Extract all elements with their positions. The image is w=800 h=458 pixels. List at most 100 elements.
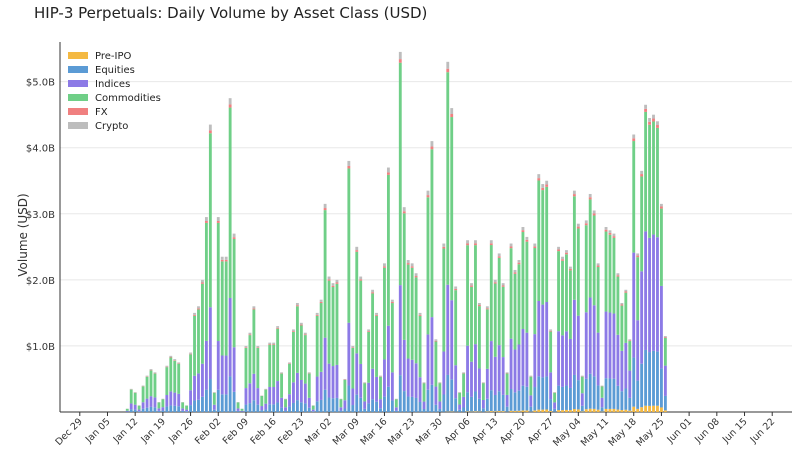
bar-segment-fx: [367, 331, 371, 332]
bar-segment-commodities: [371, 293, 375, 369]
bar-segment-indices: [596, 332, 600, 386]
bar-segment-indices: [628, 370, 632, 398]
legend-swatch: [68, 52, 88, 59]
bar-segment-commodities: [379, 376, 382, 400]
bar-segment-equities: [652, 350, 655, 406]
bar-segment-pre-ipo: [509, 410, 513, 412]
bar-segment-fx: [292, 331, 295, 332]
bar-segment-pre-ipo: [648, 405, 651, 412]
bar-segment-crypto: [485, 306, 489, 309]
bar-segment-crypto: [193, 312, 196, 315]
bar-segment-commodities: [153, 373, 157, 398]
bar-segment-commodities: [612, 237, 616, 314]
bar-segment-commodities: [497, 257, 501, 346]
bar-segment-fx: [517, 262, 521, 265]
bar-segment-pre-ipo: [533, 410, 537, 412]
bar-segment-fx: [485, 308, 489, 310]
bar-segment-crypto: [149, 369, 153, 370]
bar-segment-commodities: [311, 405, 315, 410]
bar-segment-commodities: [648, 124, 651, 238]
x-tick-label: Jan 12: [111, 416, 141, 446]
bar-segment-crypto: [454, 286, 458, 289]
bar-segment-commodities: [197, 309, 200, 374]
bar-segment-indices: [537, 301, 541, 377]
bar-segment-equities: [592, 376, 596, 409]
bar-segment-crypto: [533, 243, 537, 247]
bar-segment-fx: [656, 125, 659, 128]
bar-segment-indices: [165, 395, 169, 407]
legend-label: FX: [95, 107, 108, 118]
bar-segment-equities: [624, 388, 628, 410]
bar-segment-commodities: [367, 331, 371, 383]
bar-segment-crypto: [612, 233, 616, 237]
bar-segment-indices: [624, 342, 628, 389]
bar-segment-commodities: [501, 286, 505, 358]
bar-segment-equities: [620, 391, 624, 411]
bar-segment-fx: [359, 279, 363, 281]
bar-segment-equities: [319, 399, 323, 412]
legend-swatch: [68, 122, 88, 129]
bar-segment-fx: [216, 220, 220, 223]
bar-segment-indices: [398, 285, 402, 376]
bar-segment-commodities: [414, 277, 418, 364]
bar-segment-equities: [311, 411, 315, 412]
bar-segment-equities: [189, 405, 192, 412]
bar-segment-crypto: [216, 217, 220, 221]
bar-segment-equities: [149, 406, 153, 412]
x-tick-label: May 04: [551, 416, 583, 448]
bar-segment-fx: [592, 213, 596, 216]
bar-segment-commodities: [541, 190, 545, 305]
bar-segment-indices: [284, 407, 287, 411]
bar-segment-indices: [189, 390, 192, 406]
bar-segment-equities: [418, 401, 422, 412]
bar-segment-indices: [414, 363, 418, 398]
x-tick-label: Mar 09: [331, 416, 362, 447]
bar-segment-equities: [470, 396, 473, 412]
bar-segment-fx: [323, 208, 327, 211]
bar-segment-equities: [561, 386, 564, 411]
bar-segment-pre-ipo: [501, 411, 505, 412]
bar-segment-commodities: [335, 283, 339, 365]
bar-segment-fx: [470, 285, 473, 287]
bar-segment-equities: [545, 376, 549, 410]
bar-segment-indices: [331, 366, 335, 399]
bar-segment-equities: [572, 374, 576, 410]
bar-segment-indices: [379, 399, 382, 409]
bar-segment-fx: [224, 259, 228, 262]
bar-segment-fx: [616, 275, 620, 277]
bar-segment-fx: [663, 336, 667, 338]
bar-segment-commodities: [394, 399, 398, 408]
bar-segment-pre-ipo: [485, 411, 489, 412]
bar-segment-crypto: [557, 246, 560, 250]
bar-segment-indices: [149, 396, 153, 407]
bar-segment-pre-ipo: [545, 409, 549, 412]
bar-segment-crypto: [295, 302, 299, 306]
bar-segment-fx: [652, 118, 655, 122]
bar-segment-equities: [434, 404, 438, 412]
bar-segment-commodities: [442, 248, 446, 352]
bar-segment-indices: [521, 328, 525, 386]
bar-segment-commodities: [141, 386, 145, 403]
bar-segment-crypto: [141, 385, 145, 387]
bar-segment-fx: [576, 226, 580, 229]
bar-segment-fx: [501, 285, 505, 287]
bar-segment-crypto: [517, 260, 521, 263]
bar-segment-equities: [660, 368, 663, 408]
bar-segment-fx: [525, 239, 529, 242]
bar-segment-indices: [505, 394, 509, 407]
bar-segment-indices: [181, 408, 185, 411]
bar-segment-crypto: [303, 332, 307, 335]
bar-segment-pre-ipo: [644, 405, 648, 412]
bar-segment-equities: [355, 394, 359, 412]
bar-segment-pre-ipo: [549, 411, 553, 412]
bar-segment-equities: [161, 410, 165, 412]
bar-segment-commodities: [319, 303, 323, 372]
bar-segment-commodities: [430, 149, 434, 318]
bar-segment-indices: [450, 300, 454, 380]
bar-segment-pre-ipo: [592, 408, 596, 412]
bar-segment-commodities: [466, 245, 469, 346]
legend-label: Crypto: [95, 121, 128, 132]
bar-segment-indices: [497, 345, 501, 392]
bar-segment-equities: [505, 406, 509, 412]
bar-segment-fx: [426, 195, 430, 198]
